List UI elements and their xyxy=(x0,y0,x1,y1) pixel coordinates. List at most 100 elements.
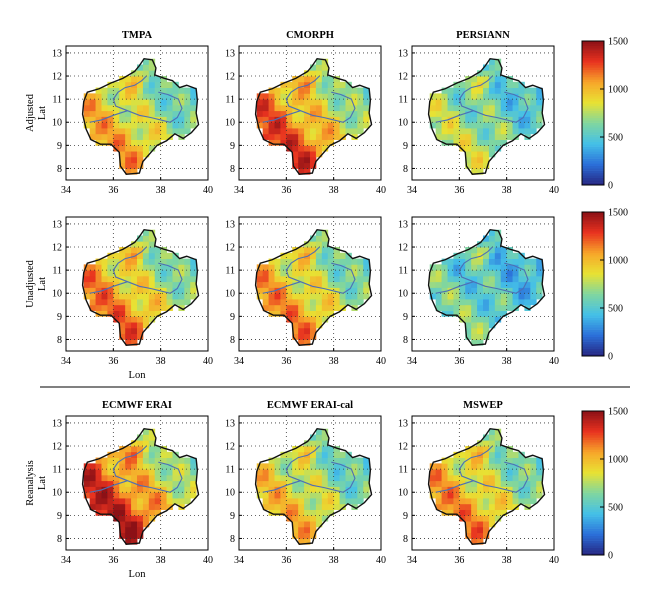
heatmap-cell xyxy=(304,503,311,510)
heatmap-cell xyxy=(345,486,352,493)
heatmap-cell xyxy=(298,521,305,528)
colorbar-segment xyxy=(582,216,604,220)
heatmap-cell xyxy=(178,110,185,117)
x-tick-label: 40 xyxy=(203,185,213,196)
heatmap-cell xyxy=(494,463,502,470)
heatmap-cell xyxy=(172,287,179,294)
heatmap-cells xyxy=(83,58,197,175)
heatmap-cell xyxy=(89,264,96,271)
heatmap-cell xyxy=(310,503,317,510)
heatmap-cell xyxy=(471,492,478,499)
colorbar-segment xyxy=(582,236,604,239)
colorbar-segment xyxy=(582,425,604,429)
heatmap-cell xyxy=(512,99,519,106)
heatmap-cell xyxy=(166,252,173,259)
heatmap-cell xyxy=(447,122,454,129)
heatmap-cell xyxy=(488,440,496,447)
heatmap-cell xyxy=(494,270,502,277)
heatmap-cell xyxy=(333,76,340,83)
colorbar-segment xyxy=(582,101,604,104)
heatmap-cell xyxy=(262,299,269,306)
heatmap-cell xyxy=(315,133,323,140)
heatmap-cell xyxy=(357,264,364,271)
heatmap-cell xyxy=(142,241,150,248)
heatmap-cell xyxy=(315,299,323,306)
heatmap-cell xyxy=(304,339,311,346)
heatmap-cell xyxy=(304,76,311,83)
heatmap-cell xyxy=(488,76,496,83)
heatmap-cell xyxy=(447,486,454,493)
heatmap-cell xyxy=(172,104,179,112)
x-tick-label: 38 xyxy=(502,555,512,566)
heatmap-cell xyxy=(190,281,197,288)
colorbar-segment xyxy=(582,519,604,522)
heatmap-cell xyxy=(304,322,311,329)
heatmap-cell xyxy=(315,440,323,447)
heatmap-cell xyxy=(447,128,454,135)
colorbar-tick-label: 0 xyxy=(608,551,613,562)
heatmap-cell xyxy=(142,498,150,505)
heatmap-cell xyxy=(262,116,269,123)
heatmap-cell xyxy=(101,474,108,482)
river-line xyxy=(262,281,301,294)
heatmap-cell xyxy=(107,299,114,306)
colorbar-segment xyxy=(582,322,604,326)
heatmap-cell xyxy=(95,110,102,117)
heatmap-cell xyxy=(429,275,437,283)
heatmap-cell xyxy=(488,457,496,464)
heatmap-cell xyxy=(477,139,484,146)
heatmap-cell xyxy=(172,264,179,271)
heatmap-cell xyxy=(304,104,311,112)
heatmap-cell xyxy=(536,264,543,271)
heatmap-cell xyxy=(512,264,519,271)
heatmap-cell xyxy=(483,275,490,283)
colorbar-segment xyxy=(582,132,604,135)
heatmap-cell xyxy=(345,287,352,294)
heatmap-cell xyxy=(310,451,317,458)
heatmap-cell xyxy=(345,457,352,464)
heatmap-cell xyxy=(83,480,91,487)
heatmap-cell xyxy=(339,457,346,464)
heatmap-cell xyxy=(119,93,126,100)
heatmap-cell xyxy=(101,509,108,516)
heatmap-cell xyxy=(131,457,138,464)
heatmap-cell xyxy=(333,133,340,140)
heatmap-cell xyxy=(500,110,508,117)
heatmap-cell xyxy=(333,304,340,311)
panel-title: PERSIANN xyxy=(456,30,510,41)
heatmap-cell xyxy=(280,469,287,476)
heatmap-cell xyxy=(274,457,281,464)
heatmap-cell xyxy=(512,457,519,464)
heatmap-cell xyxy=(363,281,370,288)
heatmap-cell xyxy=(471,322,478,329)
heatmap-cell xyxy=(89,287,96,294)
heatmap-cell xyxy=(483,128,490,135)
heatmap-cell xyxy=(286,509,293,516)
heatmap-cell xyxy=(483,99,490,106)
heatmap-cell xyxy=(190,275,197,283)
heatmap-cell xyxy=(494,287,502,294)
heatmap-cell xyxy=(530,498,537,505)
heatmap-cell xyxy=(142,446,150,453)
heatmap-cell xyxy=(530,87,537,94)
colorbar-segment xyxy=(582,348,604,352)
heatmap-cell xyxy=(95,104,102,112)
heatmap-cell xyxy=(500,81,508,88)
heatmap-cell xyxy=(95,264,102,271)
heatmap-cell xyxy=(190,122,197,129)
heatmap-cell xyxy=(506,252,513,259)
heatmap-cell xyxy=(310,70,317,77)
heatmap-cell xyxy=(339,128,346,135)
heatmap-cell xyxy=(441,457,448,464)
heatmap-cell xyxy=(125,333,132,340)
x-tick-label: 40 xyxy=(549,356,559,367)
colorbar-segment xyxy=(582,91,604,95)
heatmap-cell xyxy=(321,503,329,510)
heatmap-cell xyxy=(500,498,508,505)
heatmap-cell xyxy=(286,304,293,311)
heatmap-cell xyxy=(256,469,264,476)
heatmap-cell xyxy=(321,116,329,123)
heatmap-cell xyxy=(101,128,108,135)
heatmap-cell xyxy=(477,104,484,112)
